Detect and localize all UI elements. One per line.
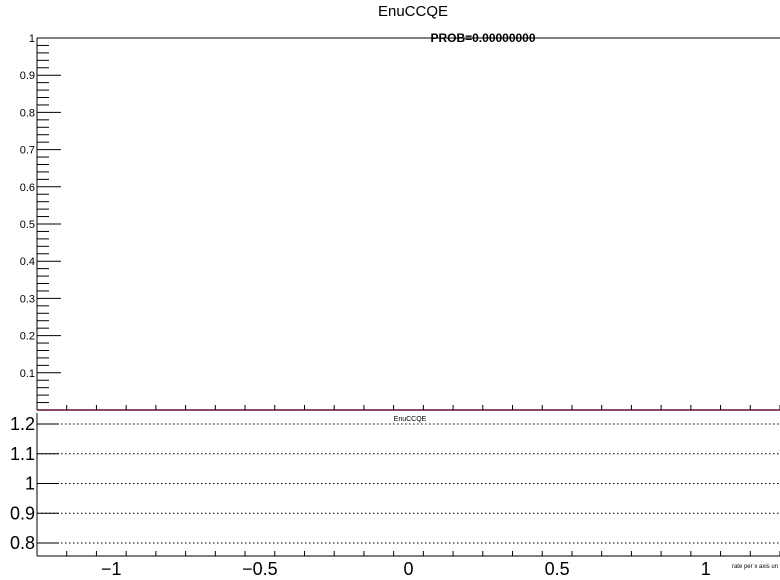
top-y-ticks: 0.1 0.2 0.3 0.4 0.5 0.6 0.7 0.8 0.9 1 bbox=[20, 33, 61, 410]
bottom-y-ticks: 0.8 0.9 1 1.1 1.2 bbox=[10, 414, 59, 553]
y-tick-label: 0.7 bbox=[20, 145, 35, 157]
y-tick-label: 0.2 bbox=[20, 331, 35, 343]
y-tick-label: 0.9 bbox=[10, 503, 35, 523]
y-tick-label: 0.8 bbox=[10, 533, 35, 553]
y-tick-label: 0.9 bbox=[20, 70, 35, 82]
x-tick-label: 0 bbox=[403, 559, 413, 579]
x-tick-label: −0.5 bbox=[242, 559, 278, 579]
y-tick-label: 1.1 bbox=[10, 444, 35, 464]
x-tick-label: 1 bbox=[701, 559, 711, 579]
y-tick-label: 0.8 bbox=[20, 107, 35, 119]
top-panel: 0.1 0.2 0.3 0.4 0.5 0.6 0.7 0.8 0.9 1 bbox=[20, 33, 780, 410]
x-tick-label: 0.5 bbox=[545, 559, 570, 579]
x-tick-label: −1 bbox=[101, 559, 122, 579]
y-tick-label: 0.5 bbox=[20, 219, 35, 231]
bottom-panel: EnuCCQE 0.8 0.9 1 1.1 1.2 −1 −0.5 0 0.5 1 rate p… bbox=[10, 413, 780, 579]
y-tick-label: 1 bbox=[25, 474, 35, 494]
bottom-x-ticks: −1 −0.5 0 0.5 1 bbox=[37, 551, 780, 579]
y-tick-label: 0.4 bbox=[20, 256, 35, 268]
x-axis-label: rate per x axis un bbox=[732, 564, 778, 570]
chart-title: EnuCCQE bbox=[378, 3, 448, 20]
subpanel-title: EnuCCQE bbox=[394, 416, 427, 423]
y-tick-label: 0.6 bbox=[20, 182, 35, 194]
y-tick-label: 0.3 bbox=[20, 293, 35, 305]
y-tick-label: 0.1 bbox=[20, 368, 35, 380]
y-tick-label: 1.2 bbox=[10, 414, 35, 434]
y-tick-label: 1 bbox=[29, 33, 35, 45]
bottom-grid bbox=[37, 424, 780, 543]
